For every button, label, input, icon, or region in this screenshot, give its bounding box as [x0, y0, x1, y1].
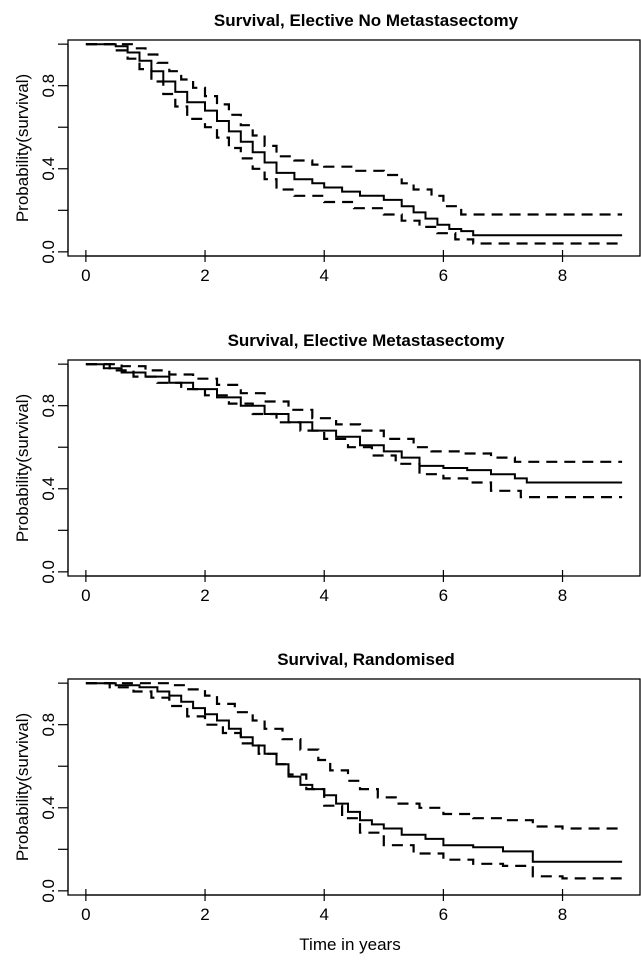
x-tick-label: 4 — [319, 586, 328, 605]
x-tick-label: 8 — [558, 905, 567, 924]
y-tick-label: 0.4 — [39, 477, 58, 501]
x-tick-label: 2 — [200, 905, 209, 924]
ci-lower-curve — [85, 43, 623, 245]
panel-metastasectomy: Survival, Elective Metastasectomy Probab… — [13, 331, 641, 605]
x-tick-label: 6 — [439, 266, 448, 285]
y-tick-label: 0.8 — [39, 394, 58, 418]
plot-frame — [67, 39, 641, 257]
x-axis-label: Time in years — [299, 935, 400, 954]
x-tick-label: 8 — [558, 586, 567, 605]
y-tick-label: 0.8 — [39, 74, 58, 98]
x-tick-label: 2 — [200, 266, 209, 285]
plot-marks: 0 2 4 6 8 0.0 0.4 0.8 — [39, 43, 623, 285]
x-tick-label: 4 — [319, 905, 328, 924]
ci-lower-curve — [85, 363, 623, 499]
x-tick-label: 8 — [558, 266, 567, 285]
y-tick-label: 0.0 — [39, 560, 58, 584]
x-tick-label: 6 — [439, 905, 448, 924]
y-tick-label: 0.8 — [39, 713, 58, 737]
x-tick-label: 2 — [200, 586, 209, 605]
y-axis-label: Probability(survival) — [13, 74, 32, 222]
ci-upper-curve — [85, 363, 623, 463]
y-axis-label: Probability(survival) — [13, 713, 32, 861]
ci-upper-curve — [85, 682, 623, 830]
y-tick-label: 0.4 — [39, 796, 58, 820]
plot-marks: 0 2 4 6 8 0.0 0.4 0.8 — [39, 363, 623, 605]
x-tick-label: 0 — [81, 266, 90, 285]
panel-randomised: Survival, Randomised Probability(surviva… — [13, 650, 641, 954]
y-axis-label: Probability(survival) — [13, 394, 32, 542]
panel-title: Survival, Elective No Metastasectomy — [214, 11, 519, 30]
plot-marks: 0 2 4 6 8 0.0 0.4 0.8 — [39, 682, 623, 924]
x-tick-label: 0 — [81, 586, 90, 605]
survival-curve — [85, 363, 623, 484]
ci-upper-curve — [85, 43, 623, 216]
x-tick-label: 4 — [319, 266, 328, 285]
plot-frame — [67, 359, 641, 577]
x-tick-label: 6 — [439, 586, 448, 605]
survival-curve — [85, 43, 623, 237]
x-tick-label: 0 — [81, 905, 90, 924]
survival-curve — [85, 682, 623, 863]
panel-title: Survival, Randomised — [277, 650, 455, 669]
y-tick-label: 0.0 — [39, 240, 58, 264]
y-tick-label: 0.4 — [39, 157, 58, 181]
y-tick-label: 0.0 — [39, 879, 58, 903]
panel-no-metastasectomy: Survival, Elective No Metastasectomy Pro… — [13, 11, 641, 285]
panel-title: Survival, Elective Metastasectomy — [228, 331, 505, 350]
ci-lower-curve — [85, 682, 623, 880]
